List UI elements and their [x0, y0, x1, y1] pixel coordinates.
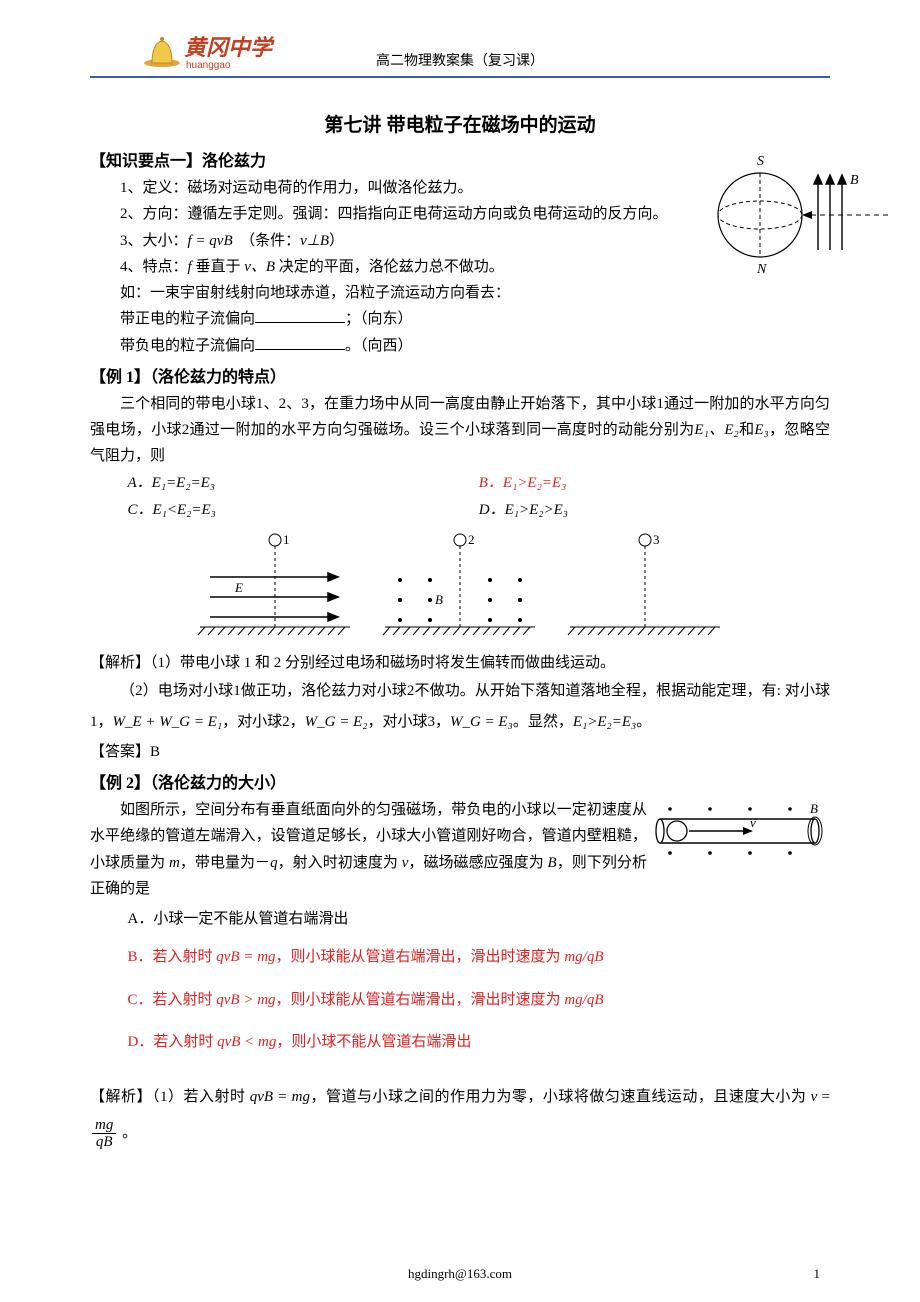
ex1-opt-b: B．E₁>E₂=E₃: [479, 470, 830, 497]
bell-icon: [140, 33, 184, 69]
blank-input[interactable]: [255, 307, 345, 323]
triple-diagram: 1 2 3 E B: [180, 532, 740, 642]
footer: hgdingrh@163.com 1: [0, 1266, 920, 1282]
example-2-heading: 【例 2】（洛伦兹力的大小）: [90, 769, 830, 793]
footer-email: hgdingrh@163.com: [0, 1266, 920, 1282]
s1-line5: 如：一束宇宙射线射向地球赤道，沿粒子流运动方向看去：: [90, 280, 830, 306]
svg-text:B: B: [850, 173, 859, 188]
logo-school: 黄冈中学: [184, 35, 272, 60]
header-rule: [90, 76, 830, 78]
svg-text:N: N: [756, 262, 767, 277]
ex1-answer: 【答案】B: [90, 739, 830, 765]
svg-text:2: 2: [468, 532, 475, 547]
example-1-heading: 【例 1】（洛伦兹力的特点）: [90, 363, 830, 387]
svg-text:S: S: [757, 154, 764, 169]
ex1-options-row1: A．E₁=E₂=E₃ B．E₁>E₂=E₃: [90, 470, 830, 497]
ex1-question: 三个相同的带电小球1、2、3，在重力场中从同一高度由静止开始落下，其中小球1通过…: [90, 391, 830, 470]
logo: 黄冈中学 huanggao: [140, 30, 272, 71]
header: 黄冈中学 huanggao 高二物理教案集（复习课）: [90, 40, 830, 90]
svg-text:E: E: [234, 580, 243, 595]
logo-pinyin: huanggao: [186, 60, 272, 71]
ex1-analysis2: （2）电场对小球1做正功，洛伦兹力对小球2不做功。从开始下落知道落地全程，根据动…: [90, 676, 830, 739]
ex1-opt-a: A．E₁=E₂=E₃: [128, 470, 479, 497]
svg-text:B: B: [810, 801, 818, 816]
s1-line7: 带负电的粒子流偏向。（向西）: [90, 333, 830, 359]
svg-text:3: 3: [653, 532, 660, 547]
page: 黄冈中学 huanggao 高二物理教案集（复习课） S N B 第七讲 带电粒…: [0, 0, 920, 1302]
globe-diagram: S N B: [700, 150, 890, 280]
pipe-diagram: B v: [655, 801, 830, 861]
blank-input[interactable]: [255, 334, 345, 350]
page-number: 1: [814, 1266, 821, 1282]
ex1-opt-d: D．E₁>E₂>E₃: [479, 497, 830, 524]
ex2-opt-d: D．若入射时 qvB < mg，则小球不能从管道右端滑出: [90, 1029, 830, 1055]
ex2-opt-b: B．若入射时 qvB = mg，则小球能从管道右端滑出，滑出时速度为 mg/qB: [90, 944, 830, 970]
ex2-opt-c: C．若入射时 qvB > mg，则小球能从管道右端滑出，滑出时速度为 mg/qB: [90, 987, 830, 1013]
ex1-opt-c: C．E₁<E₂=E₃: [128, 497, 479, 524]
ex1-options-row2: C．E₁<E₂=E₃ D．E₁>E₂>E₃: [90, 497, 830, 524]
svg-text:B: B: [435, 592, 443, 607]
svg-text:1: 1: [283, 532, 290, 547]
ex2-opt-a: A．小球一定不能从管道右端滑出: [90, 906, 830, 932]
svg-text:v: v: [750, 815, 756, 830]
lesson-title: 第七讲 带电粒子在磁场中的运动: [90, 110, 830, 137]
s1-line6: 带正电的粒子流偏向；（向东）: [90, 306, 830, 332]
ex2-analysis: 【解析】（1）若入射时 qvB = mg，管道与小球之间的作用力为零，小球将做匀…: [90, 1079, 830, 1151]
ex1-analysis1: 【解析】（1）带电小球 1 和 2 分别经过电场和磁场时将发生偏转而做曲线运动。: [90, 650, 830, 676]
